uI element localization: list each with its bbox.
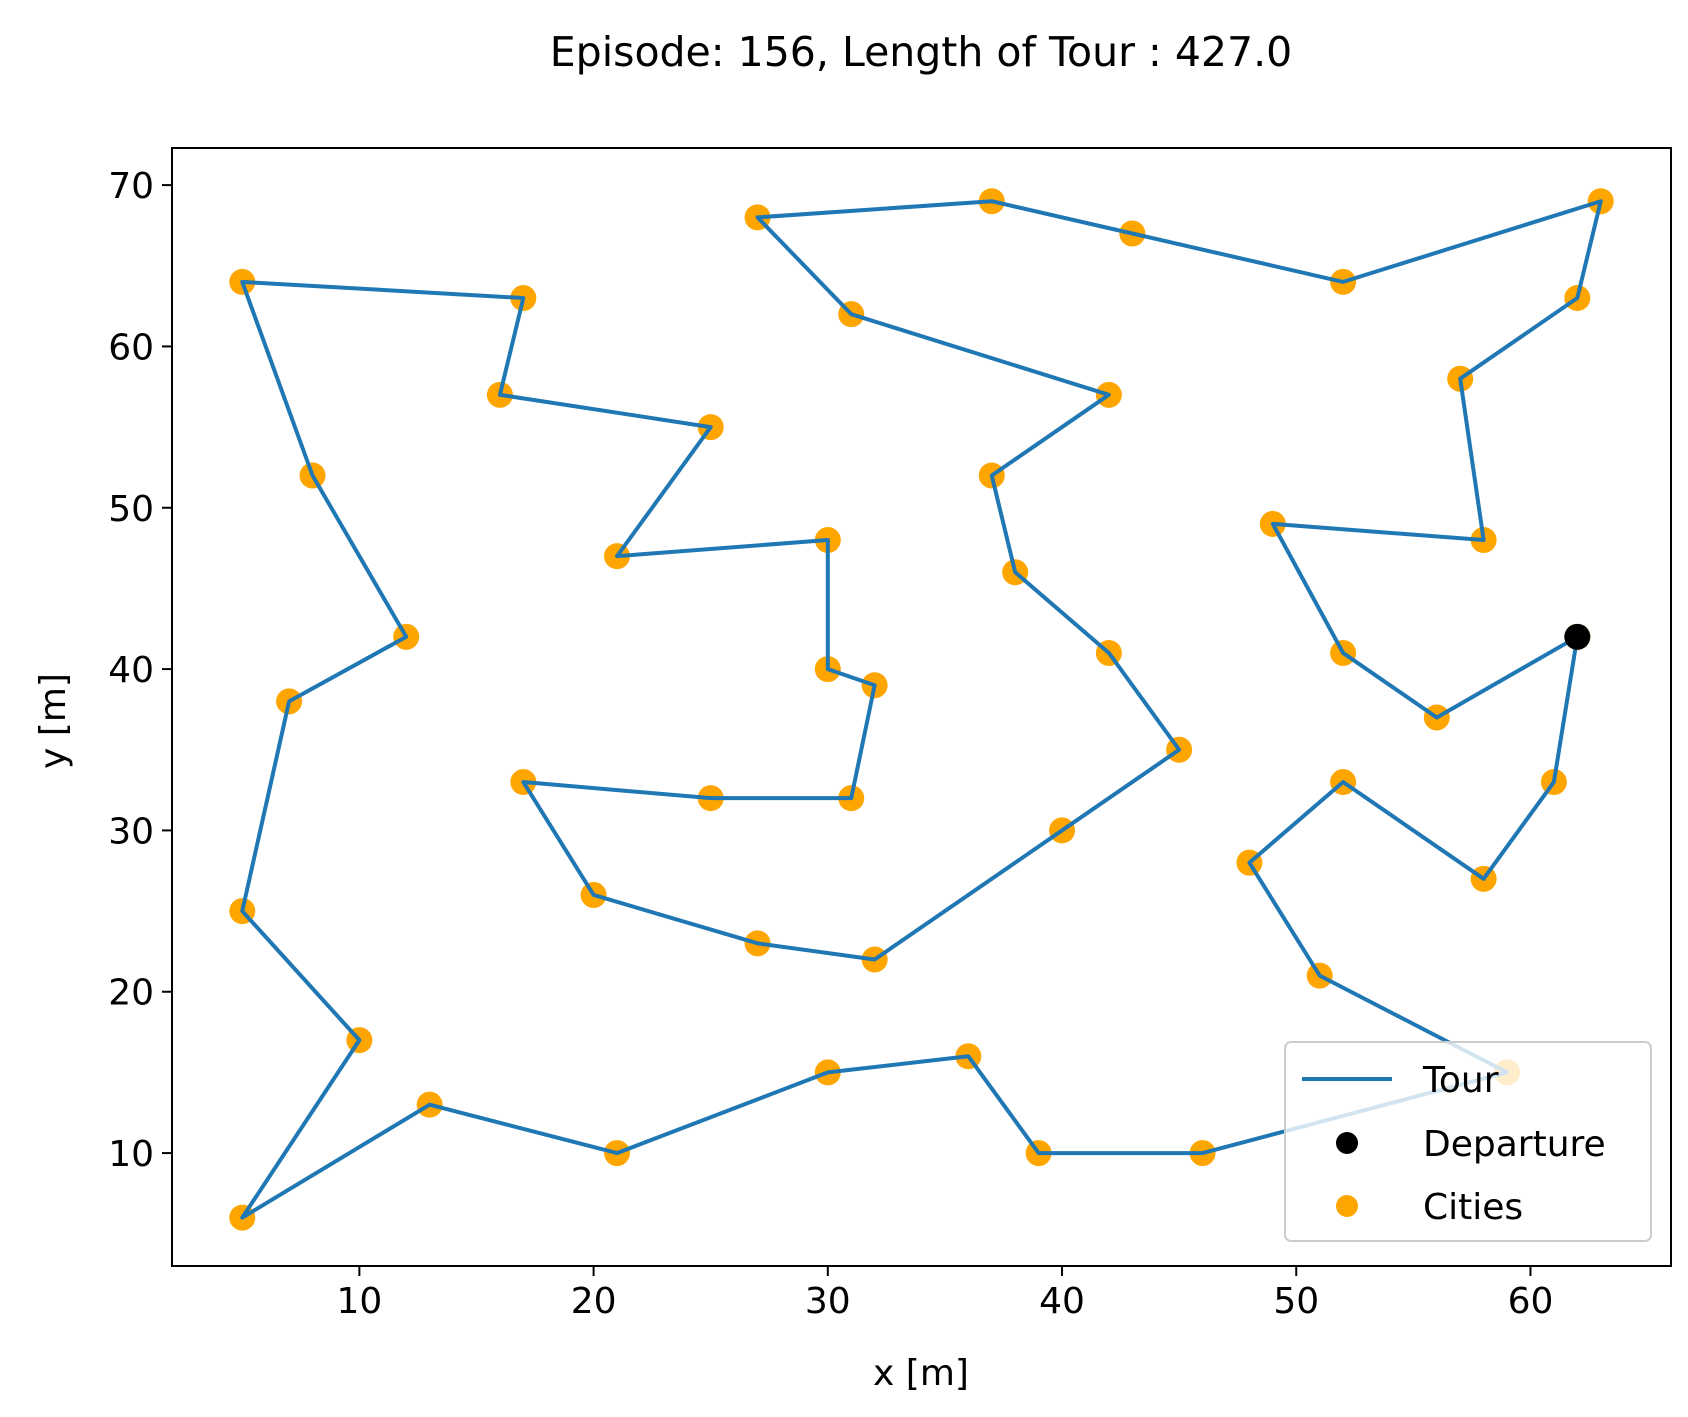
y-tick-label: 10 xyxy=(108,1134,154,1175)
legend-departure-label: Departure xyxy=(1423,1124,1606,1165)
tour-line xyxy=(240,199,1603,1220)
legend-cities-label: Cities xyxy=(1423,1187,1523,1228)
x-tick-label: 40 xyxy=(1039,1281,1085,1322)
y-tick-label: 20 xyxy=(108,973,154,1014)
chart-title: Episode: 156, Length of Tour : 427.0 xyxy=(550,28,1292,76)
x-tick-label: 50 xyxy=(1273,1281,1319,1322)
legend-departure-marker xyxy=(1336,1132,1358,1154)
x-tick-label: 60 xyxy=(1508,1281,1554,1322)
y-tick-label: 50 xyxy=(108,489,154,530)
y-axis-label: y [m] xyxy=(33,673,74,769)
y-tick-label: 40 xyxy=(108,650,154,691)
x-axis-label: x [m] xyxy=(873,1353,969,1394)
plot-marks xyxy=(229,188,1614,1231)
y-tick-label: 60 xyxy=(108,327,154,368)
x-tick-label: 30 xyxy=(805,1281,851,1322)
y-axis-ticks: 10 20 30 40 50 60 70 xyxy=(108,166,172,1175)
y-tick-label: 70 xyxy=(108,166,154,207)
legend-box xyxy=(1284,1041,1652,1242)
x-axis-ticks: 10 20 30 40 50 60 xyxy=(336,1266,1553,1322)
departure-point xyxy=(1564,623,1591,650)
legend: Tour Departure Cities xyxy=(1284,1041,1652,1242)
legend-cities-marker xyxy=(1336,1195,1358,1217)
x-tick-label: 10 xyxy=(336,1281,382,1322)
y-tick-label: 30 xyxy=(108,811,154,852)
legend-tour-label: Tour xyxy=(1422,1060,1499,1101)
plot-frame xyxy=(171,147,1672,1267)
x-tick-label: 20 xyxy=(571,1281,617,1322)
